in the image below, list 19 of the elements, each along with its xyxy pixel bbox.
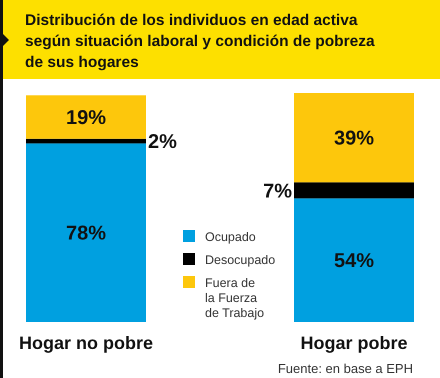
bar xyxy=(26,143,146,322)
bar xyxy=(26,138,146,144)
bar xyxy=(26,95,146,139)
chart-title: Distribución de los individuos en edad activa según situación laboral y condición de pobreza de sus hogares xyxy=(25,12,376,71)
legend-label: Ocupado xyxy=(205,230,256,244)
data-label: 19% xyxy=(66,107,106,130)
bar xyxy=(294,93,414,182)
x-tick-label: Hogar no pobre xyxy=(19,333,153,353)
data-label: 2% xyxy=(148,131,178,154)
x-tick-label: Hogar pobre xyxy=(300,333,408,353)
data-label: 54% xyxy=(334,250,374,272)
bar xyxy=(294,198,414,322)
legend-label: Fuera de la Fuerza de Trabajo xyxy=(205,276,264,320)
legend-label: Desocupado xyxy=(205,253,276,267)
bar xyxy=(294,182,414,198)
source-note: Fuente: en base a EPH xyxy=(278,361,413,376)
data-label: 39% xyxy=(334,128,374,150)
data-label: 7% xyxy=(263,180,292,202)
data-label: 78% xyxy=(66,222,106,245)
